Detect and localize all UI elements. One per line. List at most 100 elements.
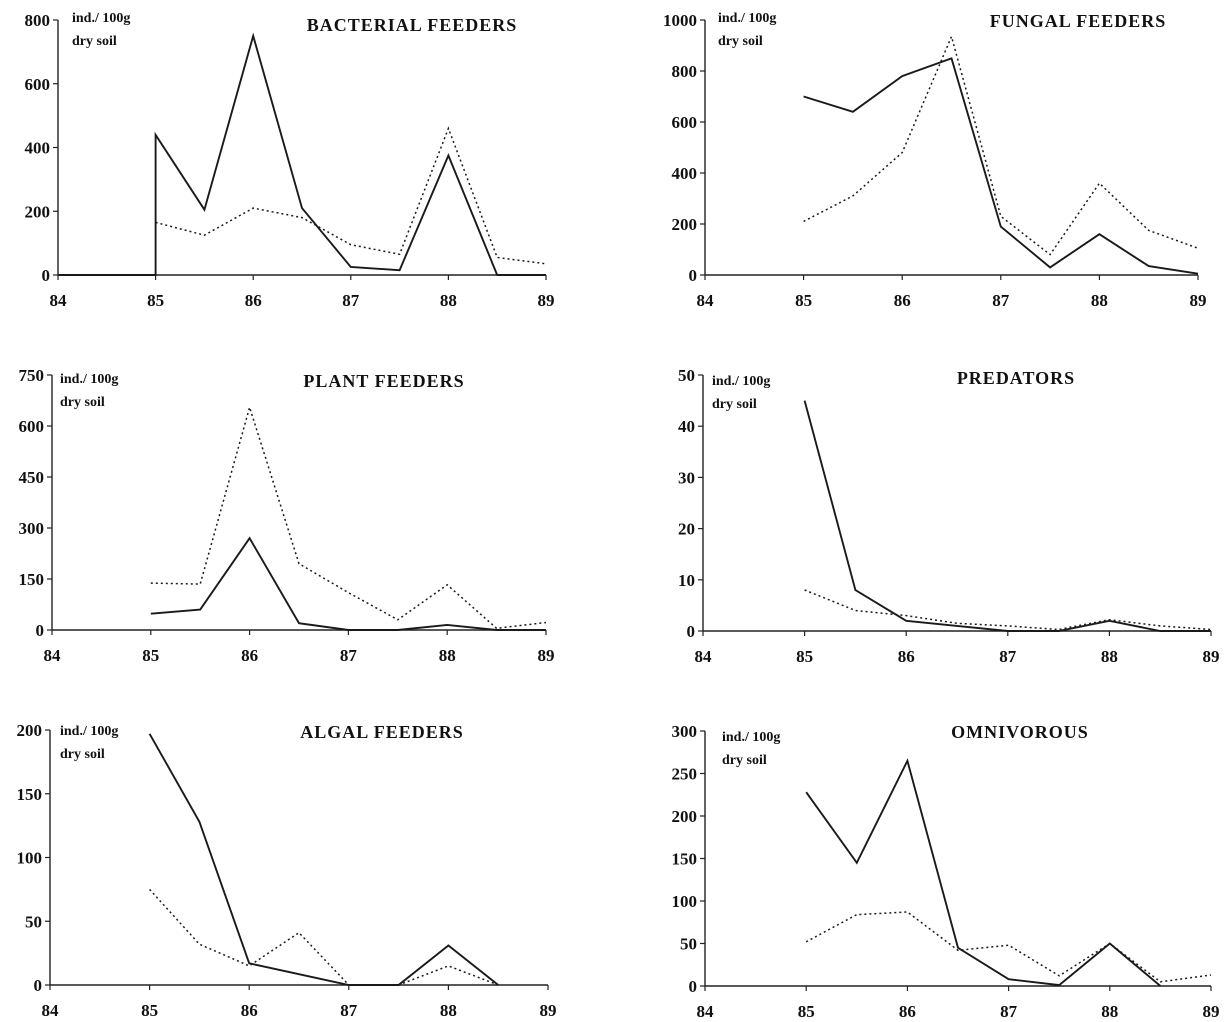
omnivorous-y-tick-label: 150 — [672, 850, 698, 869]
plant-feeders-x-tick-label: 87 — [340, 646, 358, 665]
omnivorous-chart: 0 50 100 150 200 250 300 84 85 86 87 88 89 ind./ 100g… — [672, 722, 1220, 1021]
fungal-feeders-x-tick-label: 89 — [1190, 291, 1207, 310]
bacterial-feeders-chart: 0 200 400 600 800 84 85 86 87 88 89 ind./ 100g dry s… — [25, 11, 555, 310]
omnivorous-x-tick-label: 89 — [1203, 1002, 1220, 1021]
predators-x-tick-label: 87 — [999, 647, 1017, 666]
plant-feeders-x-tick-label: 84 — [44, 646, 62, 665]
algal-feeders-y-tick-label: 50 — [25, 912, 42, 931]
algal-feeders-x-tick-label: 86 — [241, 1001, 258, 1020]
bacterial-feeders-x-tick-label: 89 — [538, 291, 555, 310]
predators-y-tick-label: 20 — [678, 520, 695, 539]
fungal-feeders-solid-series-line — [803, 57, 1199, 275]
bacterial-feeders-y-tick-label: 200 — [25, 202, 51, 221]
omnivorous-y-tick-label: 200 — [672, 807, 698, 826]
predators-dotted-series-line — [804, 589, 1212, 631]
plant-feeders-solid-series-line — [150, 536, 546, 631]
plant-feeders-y-tick-label: 300 — [19, 519, 45, 538]
plant-feeders-x-tick-label: 85 — [142, 646, 159, 665]
predators-solid-series-line — [803, 400, 1211, 632]
bacterial-feeders-solid-series-line — [58, 32, 546, 276]
omnivorous-x-tick-label: 87 — [1000, 1002, 1018, 1021]
algal-feeders-x-tick-label: 84 — [42, 1001, 60, 1020]
plant-feeders-x-tick-label: 88 — [439, 646, 456, 665]
fungal-feeders-y-tick-label: 1000 — [663, 11, 697, 30]
algal-feeders-x-tick-label: 88 — [440, 1001, 457, 1020]
algal-feeders-y-tick-label: 100 — [17, 849, 43, 868]
fungal-feeders-y-tick-label: 400 — [672, 164, 698, 183]
plant-feeders-unit-label: ind./ 100g — [60, 372, 118, 387]
predators-x-tick-label: 88 — [1101, 647, 1118, 666]
fungal-feeders-y-tick-label: 200 — [672, 215, 698, 234]
plant-feeders-title: PLANT FEEDERS — [303, 371, 464, 391]
fungal-feeders-y-tick-label: 0 — [689, 266, 698, 285]
predators-y-tick-label: 50 — [678, 366, 695, 385]
bacterial-feeders-unit-label: ind./ 100g — [72, 11, 130, 26]
plant-feeders-y-tick-label: 150 — [19, 570, 45, 589]
omnivorous-title: OMNIVOROUS — [951, 722, 1089, 742]
omnivorous-unit-label: dry soil — [722, 753, 767, 768]
omnivorous-dotted-series-line — [805, 911, 1212, 983]
predators-x-tick-label: 84 — [695, 647, 713, 666]
bacterial-feeders-unit-label: dry soil — [72, 34, 117, 49]
omnivorous-solid-series-line — [805, 758, 1162, 987]
algal-feeders-x-tick-label: 87 — [340, 1001, 358, 1020]
fungal-feeders-dotted-series-line — [803, 34, 1199, 256]
plant-feeders-chart: 0 150 300 450 600 750 84 85 86 87 88 89 ind./ 100g dr… — [19, 366, 555, 665]
algal-feeders-title: ALGAL FEEDERS — [300, 722, 464, 742]
plant-feeders-y-tick-label: 450 — [19, 468, 45, 487]
bacterial-feeders-title: BACTERIAL FEEDERS — [307, 15, 518, 35]
predators-unit-label: ind./ 100g — [712, 374, 770, 389]
omnivorous-y-tick-label: 0 — [689, 977, 698, 996]
predators-x-tick-label: 85 — [796, 647, 813, 666]
omnivorous-y-tick-label: 100 — [672, 892, 698, 911]
plant-feeders-x-tick-label: 89 — [538, 646, 555, 665]
predators-y-tick-label: 30 — [678, 468, 695, 487]
predators-chart: 0 10 20 30 40 50 84 85 86 87 88 89 ind./ 100g dry soi… — [678, 366, 1220, 666]
algal-feeders-y-tick-label: 0 — [34, 976, 43, 995]
fungal-feeders-x-tick-label: 84 — [697, 291, 715, 310]
omnivorous-x-tick-label: 84 — [697, 1002, 715, 1021]
fungal-feeders-unit-label: ind./ 100g — [718, 11, 776, 26]
algal-feeders-dotted-series-line — [149, 888, 499, 986]
predators-title: PREDATORS — [957, 368, 1075, 388]
bacterial-feeders-x-tick-label: 88 — [440, 291, 457, 310]
plant-feeders-unit-label: dry soil — [60, 395, 105, 410]
omnivorous-y-tick-label: 300 — [672, 722, 698, 741]
bacterial-feeders-y-tick-label: 800 — [25, 11, 51, 30]
predators-x-tick-label: 89 — [1203, 647, 1220, 666]
bacterial-feeders-y-tick-label: 0 — [42, 266, 51, 285]
bacterial-feeders-dotted-series-line — [155, 126, 547, 265]
bacterial-feeders-x-tick-label: 85 — [147, 291, 164, 310]
predators-unit-label: dry soil — [712, 397, 757, 412]
algal-feeders-solid-series-line — [148, 733, 499, 986]
omnivorous-x-tick-label: 88 — [1101, 1002, 1118, 1021]
predators-y-tick-label: 0 — [687, 622, 696, 641]
bacterial-feeders-x-tick-label: 86 — [245, 291, 262, 310]
bacterial-feeders-y-tick-label: 400 — [25, 139, 51, 158]
plant-feeders-y-tick-label: 750 — [19, 366, 45, 385]
predators-y-tick-label: 40 — [678, 417, 695, 436]
fungal-feeders-chart: 0 200 400 600 800 1000 84 85 86 87 88 89 ind./ 100g d… — [663, 11, 1207, 310]
predators-x-tick-label: 86 — [898, 647, 915, 666]
fungal-feeders-x-tick-label: 85 — [795, 291, 812, 310]
fungal-feeders-x-tick-label: 88 — [1091, 291, 1108, 310]
omnivorous-unit-label: ind./ 100g — [722, 730, 780, 745]
fungal-feeders-y-tick-label: 600 — [672, 113, 698, 132]
algal-feeders-unit-label: dry soil — [60, 747, 105, 762]
omnivorous-y-tick-label: 250 — [672, 765, 698, 784]
bacterial-feeders-y-tick-label: 600 — [25, 75, 51, 94]
algal-feeders-y-tick-label: 150 — [17, 785, 43, 804]
fungal-feeders-y-tick-label: 800 — [672, 62, 698, 81]
algal-feeders-chart: 0 50 100 150 200 84 85 86 87 88 89 ind./ 100g dry so… — [17, 721, 557, 1020]
bacterial-feeders-x-tick-label: 84 — [50, 291, 68, 310]
fungal-feeders-unit-label: dry soil — [718, 34, 763, 49]
algal-feeders-y-tick-label: 200 — [17, 721, 43, 740]
omnivorous-x-tick-label: 85 — [798, 1002, 815, 1021]
plant-feeders-x-tick-label: 86 — [241, 646, 258, 665]
plant-feeders-dotted-series-line — [150, 404, 547, 630]
predators-y-tick-label: 10 — [678, 571, 695, 590]
plant-feeders-y-tick-label: 600 — [19, 417, 45, 436]
omnivorous-y-tick-label: 50 — [680, 935, 697, 954]
fungal-feeders-x-tick-label: 87 — [992, 291, 1010, 310]
